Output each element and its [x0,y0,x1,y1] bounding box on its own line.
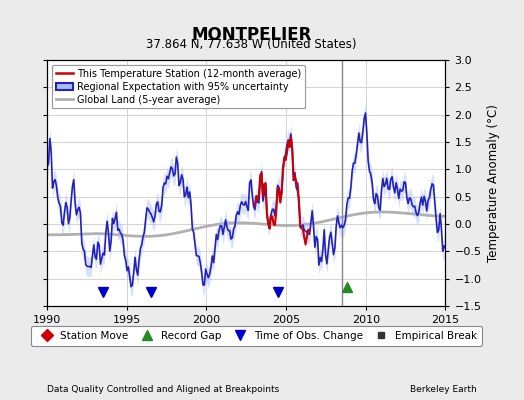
Legend: This Temperature Station (12-month average), Regional Expectation with 95% uncer: This Temperature Station (12-month avera… [52,65,305,108]
Text: Data Quality Controlled and Aligned at Breakpoints: Data Quality Controlled and Aligned at B… [47,385,279,394]
Text: MONTPELIER: MONTPELIER [191,26,312,44]
Text: Berkeley Earth: Berkeley Earth [410,385,477,394]
Legend: Station Move, Record Gap, Time of Obs. Change, Empirical Break: Station Move, Record Gap, Time of Obs. C… [31,326,482,346]
Text: 37.864 N, 77.638 W (United States): 37.864 N, 77.638 W (United States) [146,38,357,51]
Y-axis label: Temperature Anomaly (°C): Temperature Anomaly (°C) [487,104,500,262]
